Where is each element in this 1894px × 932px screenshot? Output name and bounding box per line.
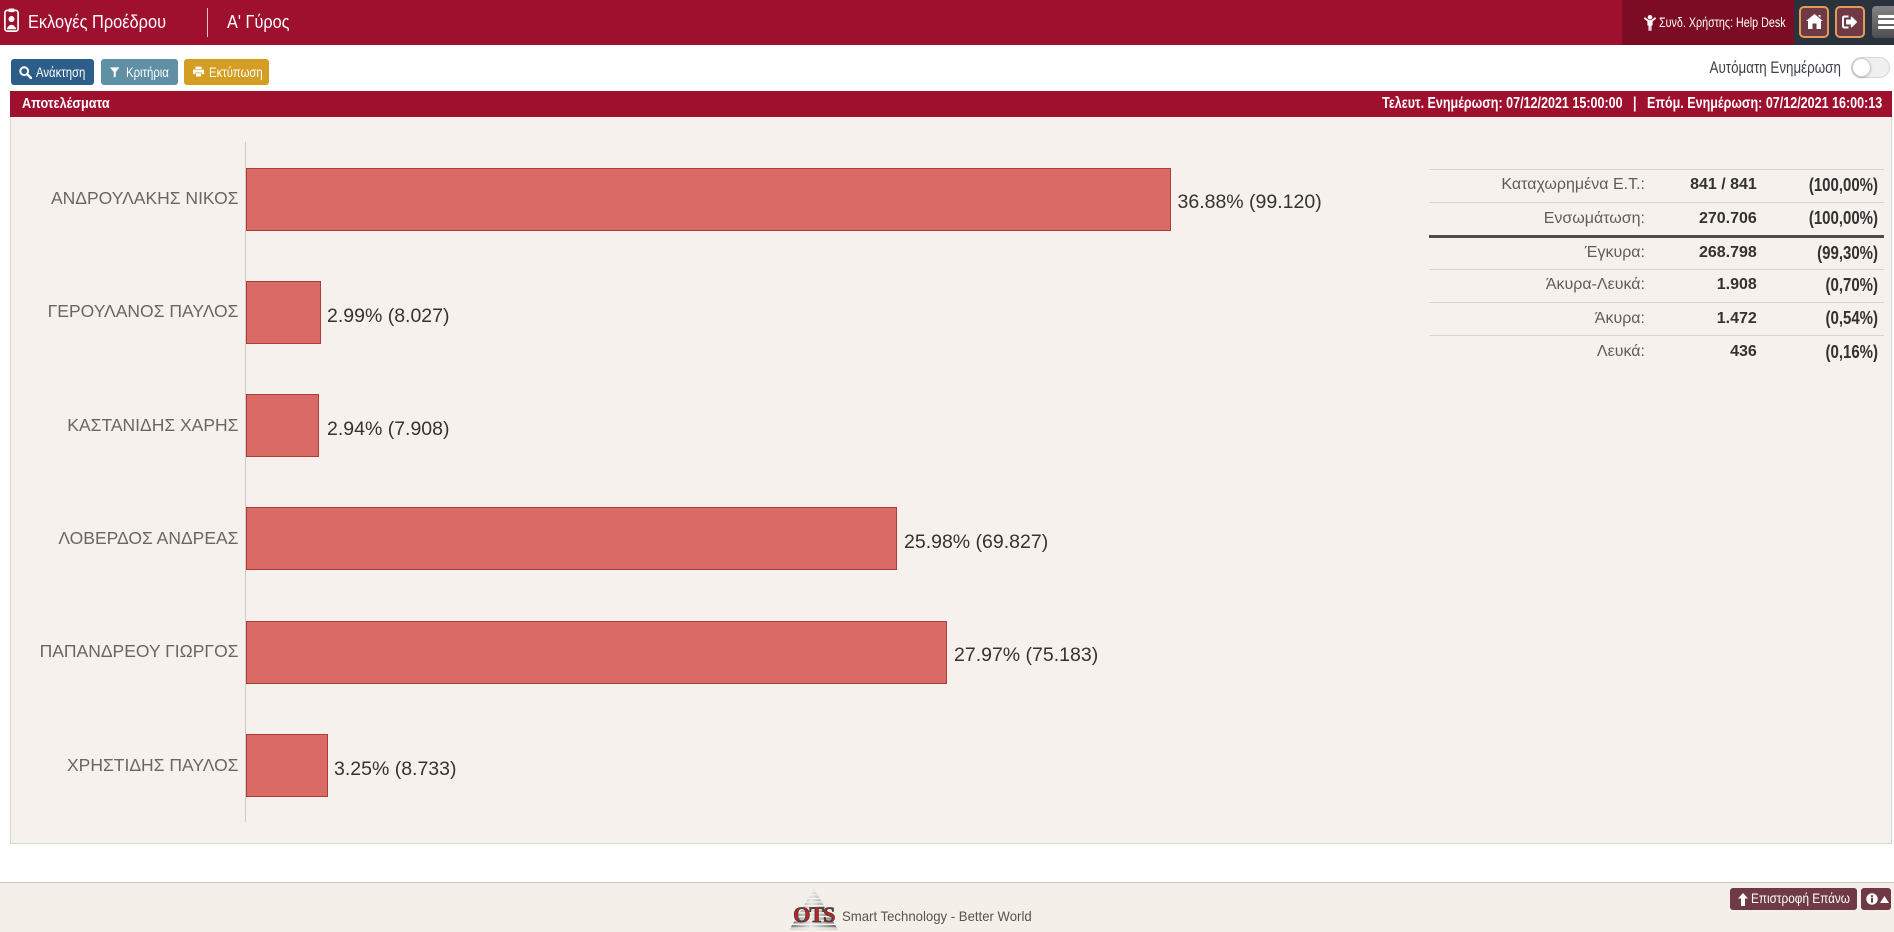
svg-text:OTS: OTS xyxy=(793,902,835,927)
